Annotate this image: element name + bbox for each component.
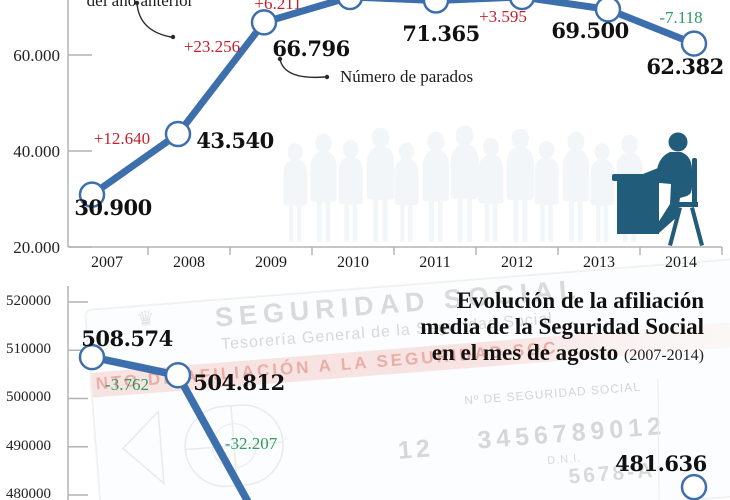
data-point-marker [680,30,708,57]
year-label: 2011 [419,254,451,271]
change-label-2008: +12.640 [93,129,151,148]
data-point-marker [164,362,192,389]
value-label-2014-afiliacion: 481.636 [615,451,707,476]
data-point-marker [78,181,106,208]
data-point-marker [680,473,708,500]
data-point-marker [78,343,106,371]
value-label-2011-parados: 71.365 [402,21,480,46]
ytick-520000: 520000 [6,293,51,309]
person-silhouette [394,142,419,243]
value-label-2008-afiliacion: 504.812 [193,370,285,395]
chart-lines-layer [67,0,723,500]
employment-office-desk [612,132,704,246]
person-silhouette [366,127,395,242]
person-silhouette [338,140,363,243]
year-label: 2009 [255,254,287,271]
affiliation-chart-title: Evolución de la afiliación media de la S… [420,288,704,369]
title-line-1: Evolución de la afiliación [456,288,704,313]
person-silhouette [590,143,615,242]
year-label: 2013 [583,254,615,271]
change-label-2014: -7.118 [659,8,703,27]
person-silhouette [506,128,534,242]
year-label: 2008 [173,254,205,271]
data-point-marker [337,0,363,11]
ytick-40000: 40.000 [13,142,60,161]
change-label-2012: +3.595 [479,7,527,26]
value-label-2013-parados: 69.500 [551,18,629,43]
value-label-2009-parados: 66.796 [272,36,350,61]
data-point-marker [422,0,450,14]
parados-line [89,0,696,198]
person-silhouette [283,143,308,242]
ytick-60000: 60.000 [13,46,60,65]
value-label-2008-parados: 43.540 [196,128,274,153]
change-label-2008-afiliacion: -3.762 [105,375,149,394]
x-axis-year-labels: 2007 2008 2009 2010 2011 2012 2013 2014 [66,254,722,272]
person-silhouette [310,133,337,242]
prev-year-note: del año anterior [86,0,194,10]
year-label: 2012 [501,254,533,271]
year-label: 2010 [337,254,369,271]
year-label: 2007 [91,254,123,271]
person-silhouette [450,125,479,242]
data-point-marker [164,120,192,148]
title-period: (2007-2014) [624,347,704,364]
person-silhouette [422,131,450,243]
person-silhouette [478,138,504,242]
change-label-2010: +6.211 [254,0,302,13]
unemployed-crowd-illustration [283,125,704,246]
arrow-left-emblem [121,409,165,486]
ytick-500000: 500000 [6,389,51,405]
person-silhouette [534,141,559,242]
ytick-510000: 510000 [6,341,51,357]
ytick-490000: 490000 [6,438,51,454]
year-label: 2014 [665,254,697,271]
change-label-2009: +23.256 [183,37,241,56]
data-point-marker [509,0,535,11]
title-line-2: media de la Seguridad Social [420,314,704,339]
value-label-2014-parados: 62.382 [646,54,724,79]
ytick-20000: 20.000 [13,238,60,257]
series-label-parados: Número de parados [340,67,474,86]
value-label-2007-parados: 30.900 [74,195,152,220]
person-silhouette [562,131,590,243]
ytick-480000: 480000 [6,486,51,500]
value-label-2007-afiliacion: 508.574 [81,326,173,351]
title-line-3: en el mes de agosto (2007-2014) [431,340,704,365]
annotation-arrows [134,0,330,80]
change-label-2009-afiliacion: -32.207 [224,434,278,453]
data-point-marker [594,0,622,23]
data-point-marker [250,9,278,36]
